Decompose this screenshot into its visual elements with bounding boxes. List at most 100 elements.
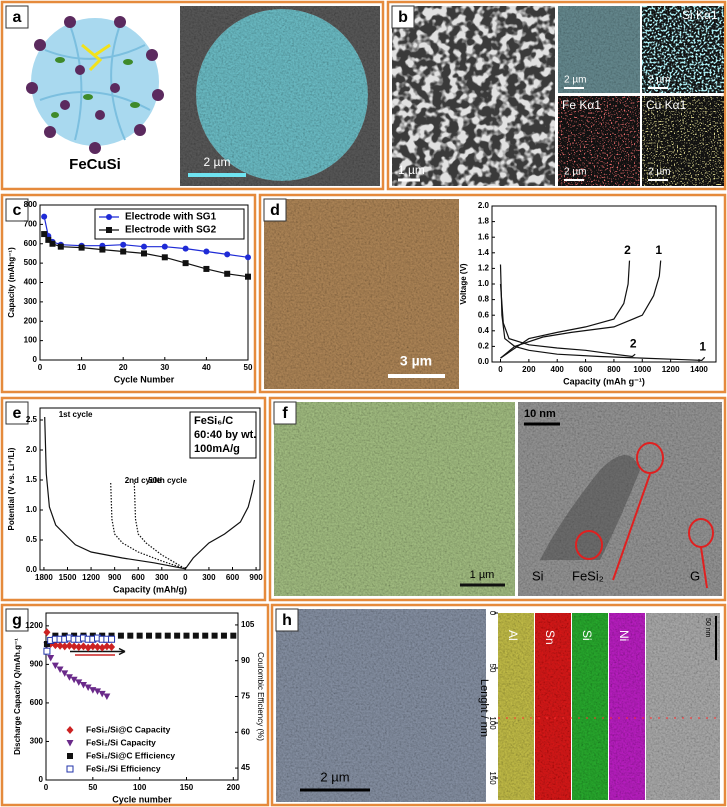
panel-label-box (391, 5, 415, 29)
stem-image (646, 613, 720, 800)
tick-label: 150 (488, 771, 497, 785)
marker (66, 740, 74, 747)
inset-text: 100mA/g (194, 443, 240, 455)
marker (141, 243, 147, 250)
series-line (499, 264, 706, 362)
marker (98, 690, 106, 698)
marker (103, 693, 111, 700)
marker (41, 213, 48, 220)
map-label: Fe Kα1 (562, 98, 601, 112)
plot-frame (39, 407, 261, 571)
x-axis-label: Cycle number (112, 794, 172, 804)
x-tick-label: 30 (160, 363, 169, 372)
schematic (26, 16, 164, 154)
axis-label: Lenght / nm (478, 679, 490, 737)
map-label: Si Kα1 (682, 8, 718, 22)
scale-label: 10 nm (524, 408, 556, 420)
legend-label: FeSi₂/Si Efficiency (86, 763, 161, 773)
plot-frame (491, 205, 717, 363)
marker (117, 632, 124, 639)
y2-tick-label: 105 (241, 620, 255, 629)
marker (174, 632, 181, 639)
frame (386, 0, 727, 191)
marker (183, 632, 190, 639)
marker (79, 681, 87, 689)
y-tick-label: 1200 (25, 621, 43, 630)
marker (84, 643, 92, 652)
x-tick-label: 1800 (35, 573, 53, 582)
marker (120, 248, 127, 255)
sem-image (264, 199, 459, 389)
element-label: Si (580, 630, 594, 641)
map (498, 613, 534, 800)
panel-label-box (5, 401, 29, 425)
x-tick-label: 900 (249, 573, 263, 582)
x-tick-label: 50 (244, 363, 253, 372)
marker (230, 632, 237, 639)
marker (108, 632, 115, 639)
x-tick-label: 900 (108, 573, 122, 582)
marker (220, 632, 227, 639)
series-label: 50th cycle (148, 476, 187, 485)
y-tick-label: 0.6 (478, 310, 490, 319)
inset-text: FeSi₆/C (194, 415, 233, 427)
marker (94, 688, 102, 695)
marker (70, 676, 78, 684)
y-tick-label: 300 (24, 297, 38, 306)
scale-label: 50 nm (704, 618, 711, 638)
y-tick-label: 1.4 (478, 248, 490, 257)
texture (392, 6, 555, 186)
frame (0, 396, 267, 602)
y-tick-label: 900 (30, 659, 44, 668)
y-tick-label: 0.8 (478, 295, 490, 304)
y-tick-label: 0.0 (26, 565, 38, 574)
marker (57, 243, 64, 250)
y-axis-label: Potential (V vs. Li⁺/Li) (7, 447, 16, 530)
y-tick-label: 1.8 (478, 217, 490, 226)
marker (106, 214, 112, 220)
marker (84, 684, 92, 692)
marker (43, 641, 50, 648)
panel-label: e (13, 405, 22, 422)
y-tick-label: 1.6 (478, 232, 490, 241)
marker (203, 248, 210, 255)
marker (89, 632, 96, 639)
marker (56, 666, 64, 674)
scale-label: 2 µm (648, 167, 670, 178)
y-tick-label: 2.5 (26, 415, 38, 424)
y-tick-label: 200 (24, 316, 38, 325)
y-tick-label: 0 (33, 355, 38, 364)
series-label: 2nd cycle (125, 476, 162, 485)
marker (120, 241, 127, 248)
series-label: 1 (655, 243, 662, 257)
panel-label-box (273, 401, 297, 425)
x-tick-label: 100 (133, 783, 147, 792)
marker (192, 632, 199, 639)
y-tick-label: 300 (30, 737, 44, 746)
panel-label: b (398, 9, 408, 26)
x-tick-label: 20 (119, 363, 128, 372)
dark-region (540, 455, 640, 560)
scale-label: 2 µm (648, 75, 670, 86)
panel-label-box (5, 608, 29, 632)
marker (61, 632, 68, 639)
x-axis-label: Cycle Number (114, 374, 175, 384)
y-tick-label: 0.5 (26, 535, 38, 544)
markers (575, 442, 714, 589)
y2-tick-label: 75 (241, 692, 250, 701)
y-tick-label: 400 (24, 278, 38, 287)
legend-label: Electrode with SG2 (125, 225, 217, 236)
x-tick-label: 200 (227, 783, 241, 792)
x-tick-label: 800 (607, 365, 621, 374)
y2-tick-label: 60 (241, 727, 250, 736)
series-line (44, 416, 186, 570)
marker (161, 243, 168, 250)
element-label: Sn (543, 630, 557, 645)
panel-label: a (13, 9, 22, 26)
marker (65, 674, 73, 681)
x-tick-label: 300 (202, 573, 216, 582)
scale-label: 2 µm (320, 769, 349, 784)
marker (56, 641, 64, 650)
marker (75, 679, 83, 686)
